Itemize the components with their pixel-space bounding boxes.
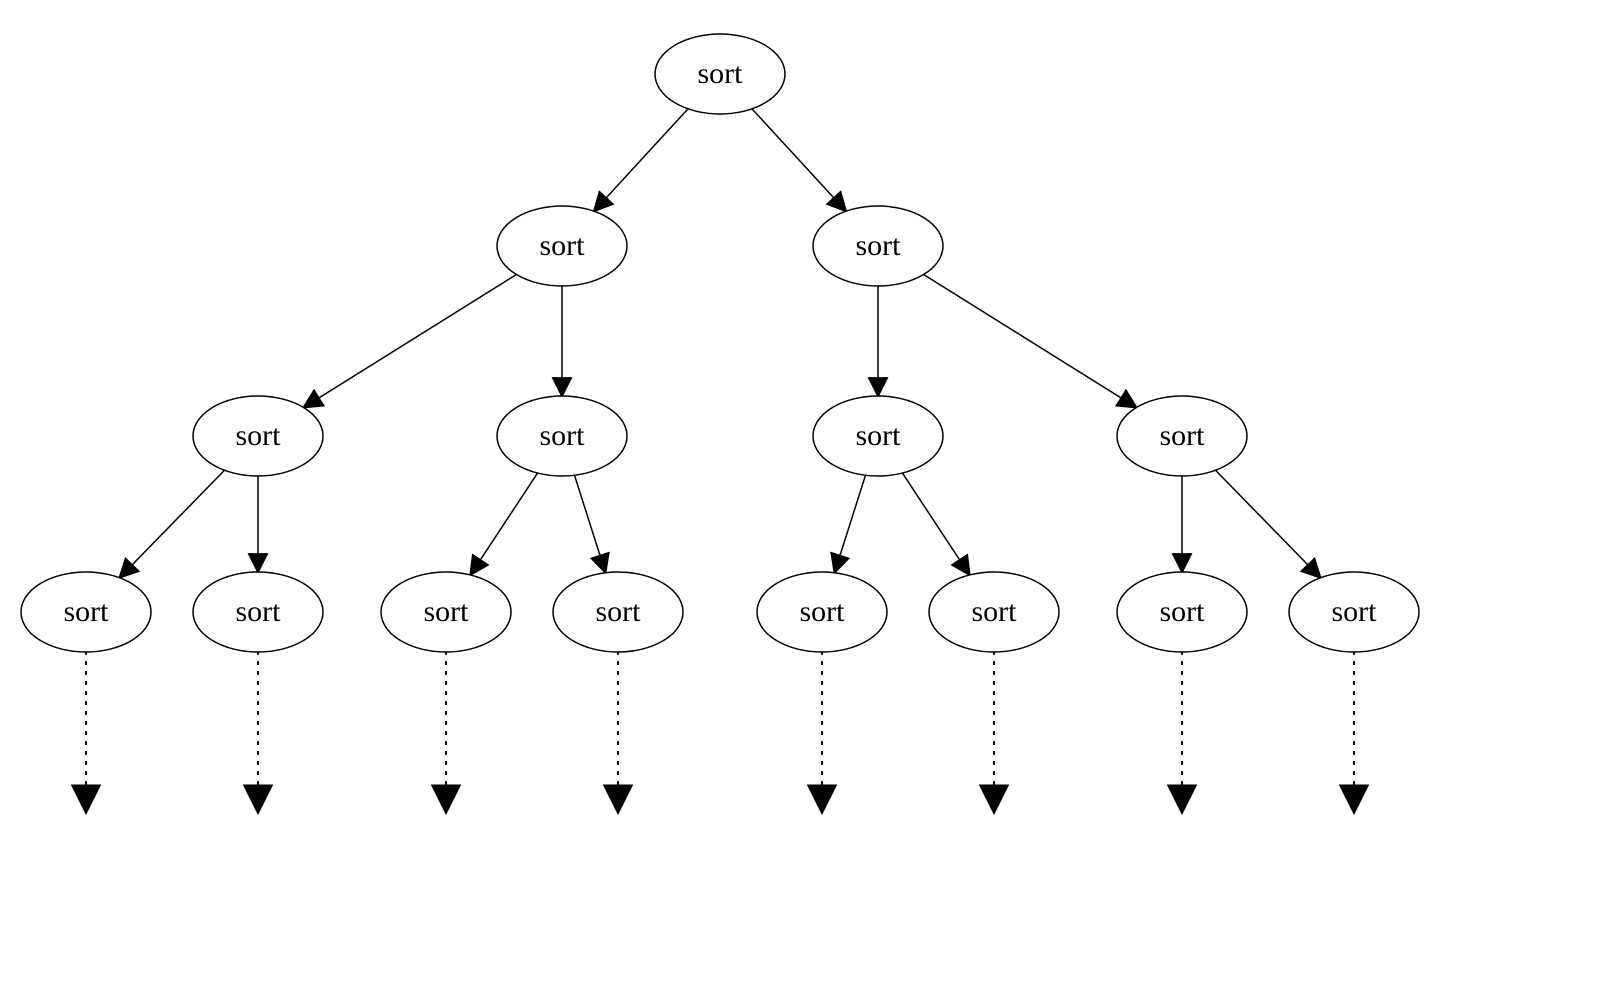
- tree-node-n5: sort: [813, 396, 943, 476]
- recursion-tree-diagram: sort sort sort sort sort sort sort sort sort sort…: [0, 0, 1600, 986]
- node-label: sort: [64, 595, 110, 628]
- edge-n4-n9: [470, 473, 537, 575]
- node-label: sort: [856, 229, 902, 262]
- node-label: sort: [972, 595, 1018, 628]
- edge-n3-n7: [119, 470, 224, 577]
- tree-node-n2: sort: [813, 206, 943, 286]
- edge-n2-n6: [924, 275, 1137, 408]
- tree-node-n10: sort: [553, 572, 683, 652]
- tree-node-n1: sort: [497, 206, 627, 286]
- edge-n0-n2: [752, 109, 846, 211]
- tree-node-n4: sort: [497, 396, 627, 476]
- node-label: sort: [236, 595, 282, 628]
- node-label: sort: [800, 595, 846, 628]
- tree-node-n7: sort: [21, 572, 151, 652]
- node-label: sort: [424, 595, 470, 628]
- tree-node-n6: sort: [1117, 396, 1247, 476]
- tree-node-n14: sort: [1289, 572, 1419, 652]
- nodes-layer: sort sort sort sort sort sort sort sort sort sort…: [21, 34, 1419, 652]
- node-label: sort: [1160, 595, 1206, 628]
- node-label: sort: [596, 595, 642, 628]
- edge-n0-n1: [594, 109, 688, 211]
- tree-node-n0: sort: [655, 34, 785, 114]
- tree-node-n11: sort: [757, 572, 887, 652]
- node-label: sort: [1332, 595, 1378, 628]
- edge-n5-n12: [902, 473, 969, 575]
- node-label: sort: [540, 419, 586, 452]
- tree-node-n9: sort: [381, 572, 511, 652]
- node-label: sort: [1160, 419, 1206, 452]
- edge-n6-n14: [1215, 470, 1320, 577]
- tree-node-n12: sort: [929, 572, 1059, 652]
- dotted-edges-layer: [86, 652, 1354, 812]
- tree-node-n3: sort: [193, 396, 323, 476]
- node-label: sort: [698, 57, 744, 90]
- edges-layer: [119, 109, 1320, 578]
- edge-n5-n11: [834, 475, 865, 572]
- edge-n4-n10: [574, 475, 605, 572]
- edge-n1-n3: [304, 275, 517, 408]
- node-label: sort: [236, 419, 282, 452]
- tree-node-n8: sort: [193, 572, 323, 652]
- node-label: sort: [856, 419, 902, 452]
- tree-node-n13: sort: [1117, 572, 1247, 652]
- node-label: sort: [540, 229, 586, 262]
